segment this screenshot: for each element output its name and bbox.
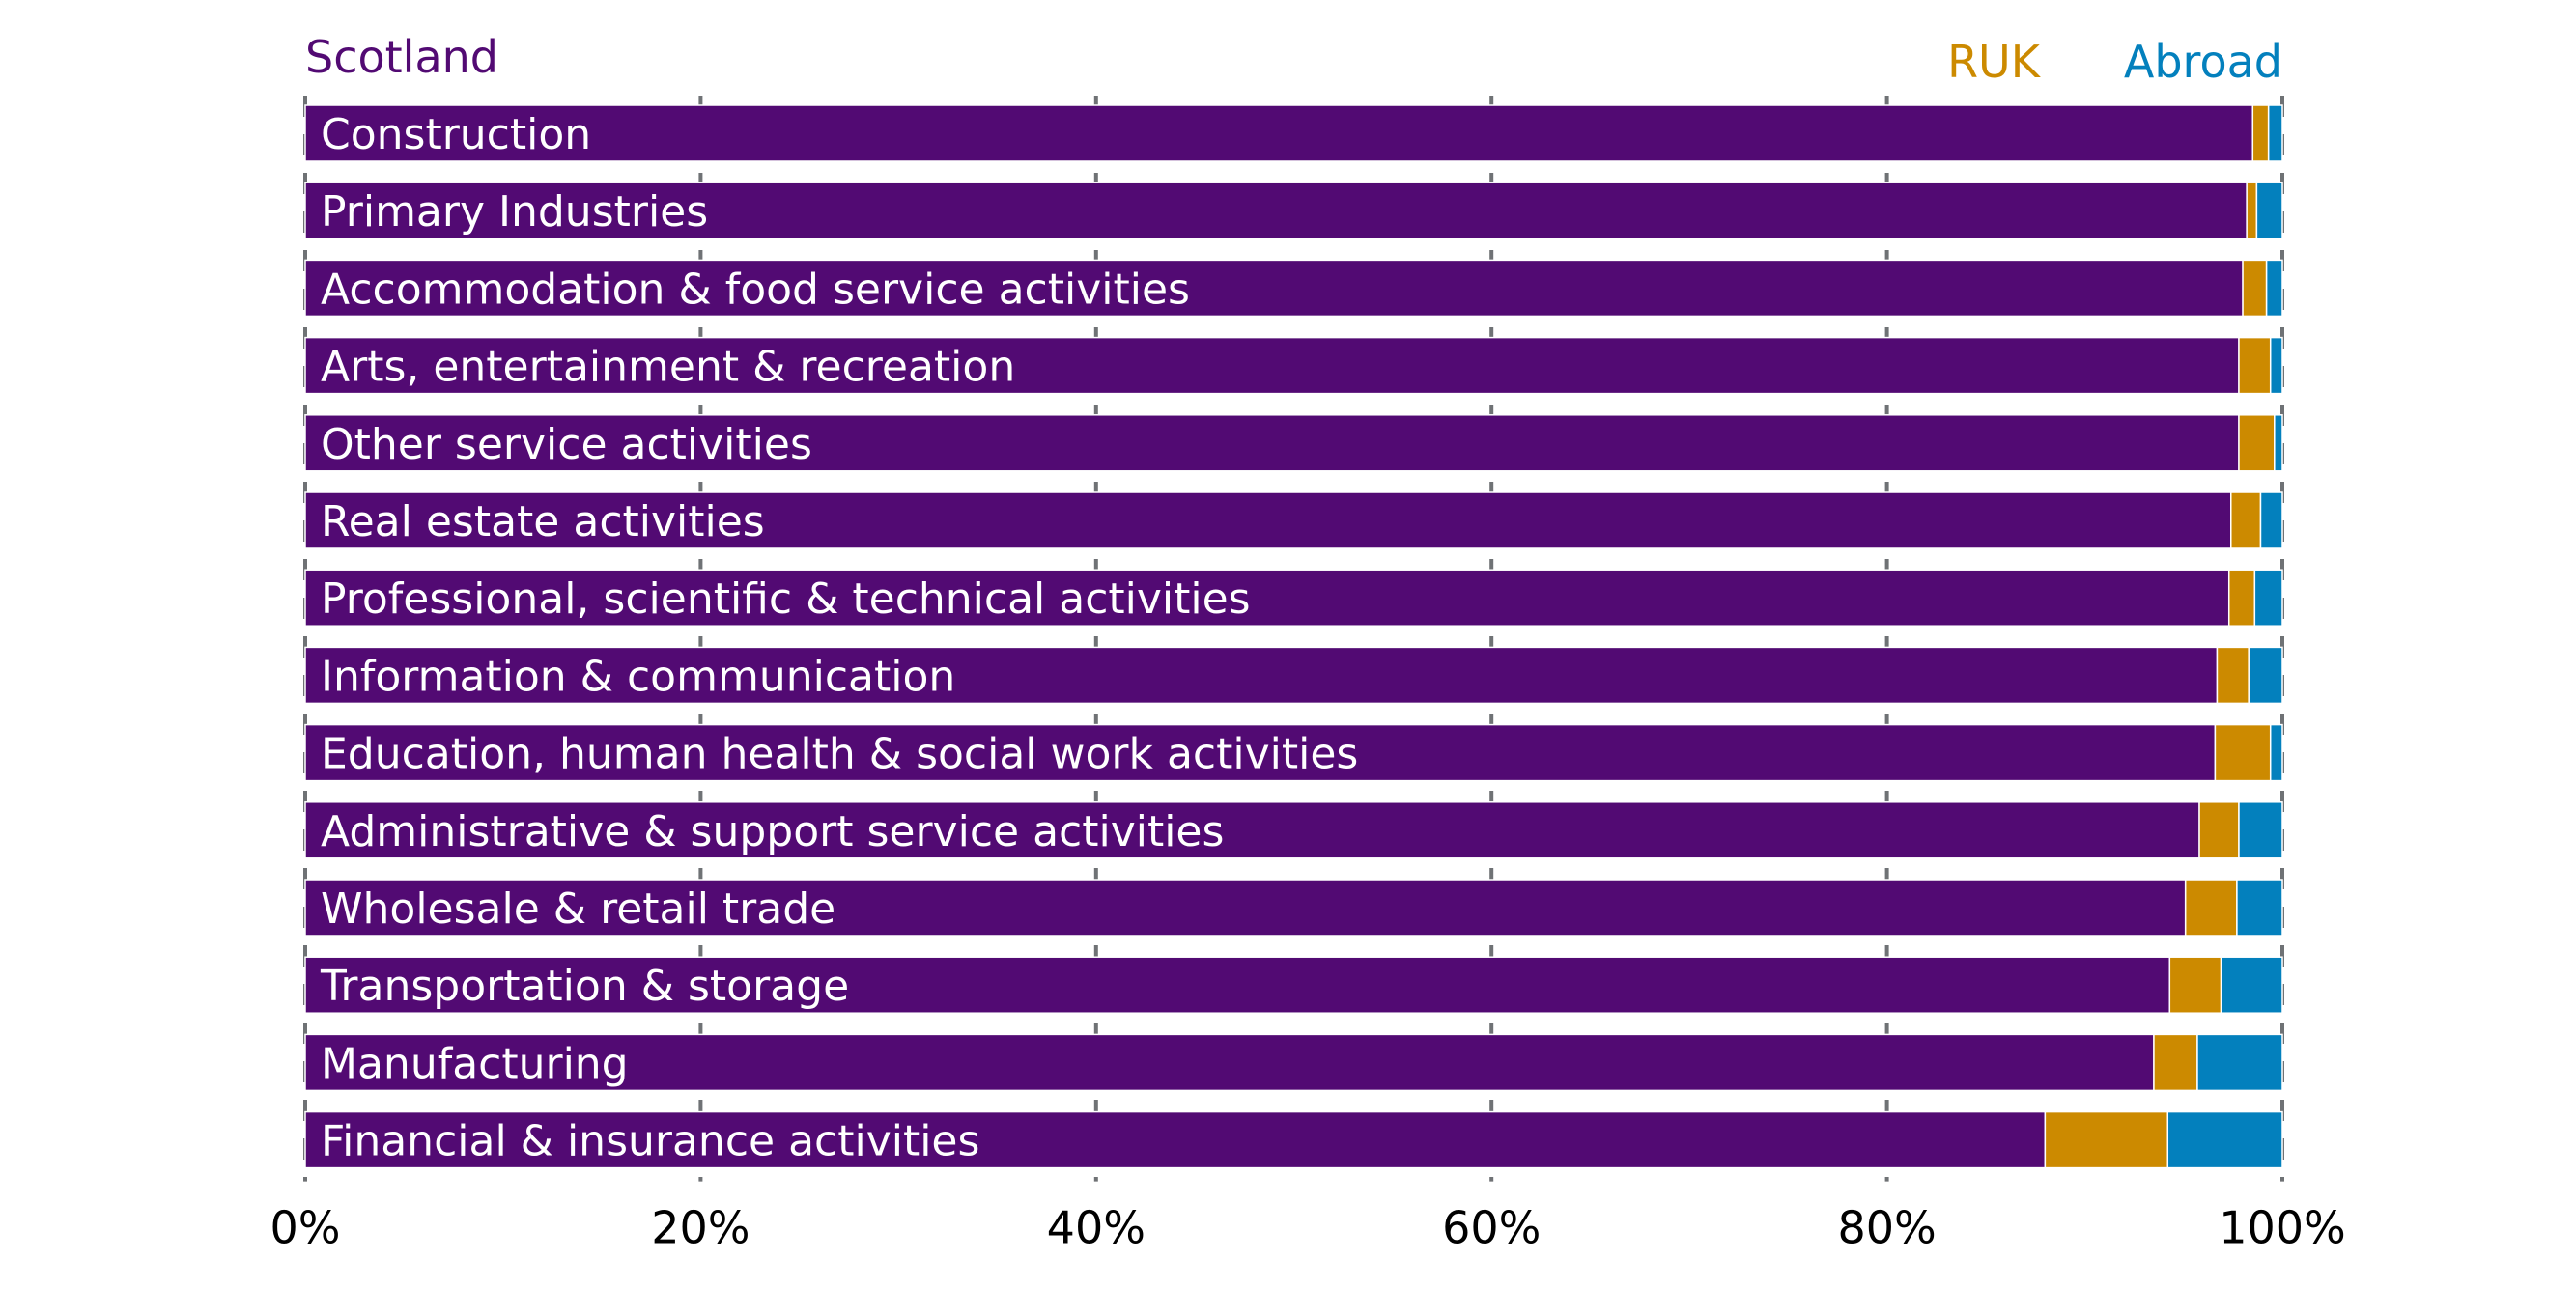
category-label: Professional, scientific & technical act… xyxy=(321,574,1251,624)
bar-segment-scotland xyxy=(304,879,2187,937)
bar-segment-ruk xyxy=(2153,1033,2198,1092)
bar-segment-scotland xyxy=(304,956,2171,1014)
bar-segment-ruk xyxy=(2214,723,2272,782)
x-tick-label: 40% xyxy=(1047,1202,1146,1254)
x-tick-label: 20% xyxy=(651,1202,750,1254)
category-label: Information & communication xyxy=(321,652,955,701)
bar-segment-abroad xyxy=(2274,414,2283,472)
bar-segment-abroad xyxy=(2255,182,2283,239)
bar-segment-scotland xyxy=(304,801,2200,859)
bar-segment-abroad xyxy=(2269,723,2283,782)
bar-segment-abroad xyxy=(2259,491,2283,549)
legend-abroad: Abroad xyxy=(2124,36,2282,88)
bar-segment-abroad xyxy=(2196,1033,2283,1092)
category-label: Education, human health & social work ac… xyxy=(321,730,1358,779)
bar-segment-ruk xyxy=(2168,956,2222,1014)
category-label: Administrative & support service activit… xyxy=(321,807,1224,856)
bar-segment-scotland xyxy=(304,1110,2047,1169)
bar-segment-ruk xyxy=(2227,569,2256,627)
bar-segment-abroad xyxy=(2220,956,2283,1014)
legend-ruk: RUK xyxy=(1947,36,2042,88)
x-tick-label: 0% xyxy=(270,1202,341,1254)
bar-segment-scotland xyxy=(304,414,2240,472)
bar-segment-scotland xyxy=(304,569,2230,627)
bar-segment-ruk xyxy=(2216,646,2250,705)
bar-segment-abroad xyxy=(2166,1110,2283,1169)
bar-segment-ruk xyxy=(2238,336,2272,395)
category-label: Accommodation & food service activities xyxy=(321,265,1190,314)
bar-segment-ruk xyxy=(2242,259,2268,318)
category-label: Manufacturing xyxy=(321,1039,629,1088)
bar-segment-abroad xyxy=(2238,801,2283,859)
bar-segment-ruk xyxy=(2184,879,2238,937)
bar-segment-ruk xyxy=(2246,182,2258,239)
bar-segment-scotland xyxy=(304,491,2232,549)
x-tick-label: 80% xyxy=(1837,1202,1936,1254)
bar-segment-abroad xyxy=(2267,104,2283,162)
category-label: Primary Industries xyxy=(321,187,708,237)
category-label: Financial & insurance activities xyxy=(321,1117,979,1166)
category-label: Other service activities xyxy=(321,420,812,469)
category-label: Construction xyxy=(321,110,591,159)
x-tick-label: 60% xyxy=(1442,1202,1541,1254)
bar-segment-scotland xyxy=(304,182,2248,239)
category-label: Real estate activities xyxy=(321,497,765,546)
bar-segment-ruk xyxy=(2251,104,2270,162)
bar-segment-ruk xyxy=(2238,414,2276,472)
bar-segment-abroad xyxy=(2253,569,2283,627)
bar-segment-abroad xyxy=(2248,646,2283,705)
category-label: Wholesale & retail trade xyxy=(321,884,835,934)
legend-scotland: Scotland xyxy=(305,31,498,83)
bar-segment-ruk xyxy=(2044,1110,2169,1169)
bar-segment-abroad xyxy=(2236,879,2283,937)
category-label: Arts, entertainment & recreation xyxy=(321,343,1015,392)
bar-segment-scotland xyxy=(304,1033,2155,1092)
bar-segment-scotland xyxy=(304,259,2244,318)
bar-segment-scotland xyxy=(304,336,2240,395)
bar-segment-scotland xyxy=(304,104,2254,162)
category-label: Transportation & storage xyxy=(320,962,849,1011)
bar-segment-abroad xyxy=(2265,259,2283,318)
bar-segment-ruk xyxy=(2230,491,2262,549)
bar-segment-ruk xyxy=(2198,801,2240,859)
x-tick-label: 100% xyxy=(2219,1202,2346,1254)
bar-segment-abroad xyxy=(2269,336,2283,395)
